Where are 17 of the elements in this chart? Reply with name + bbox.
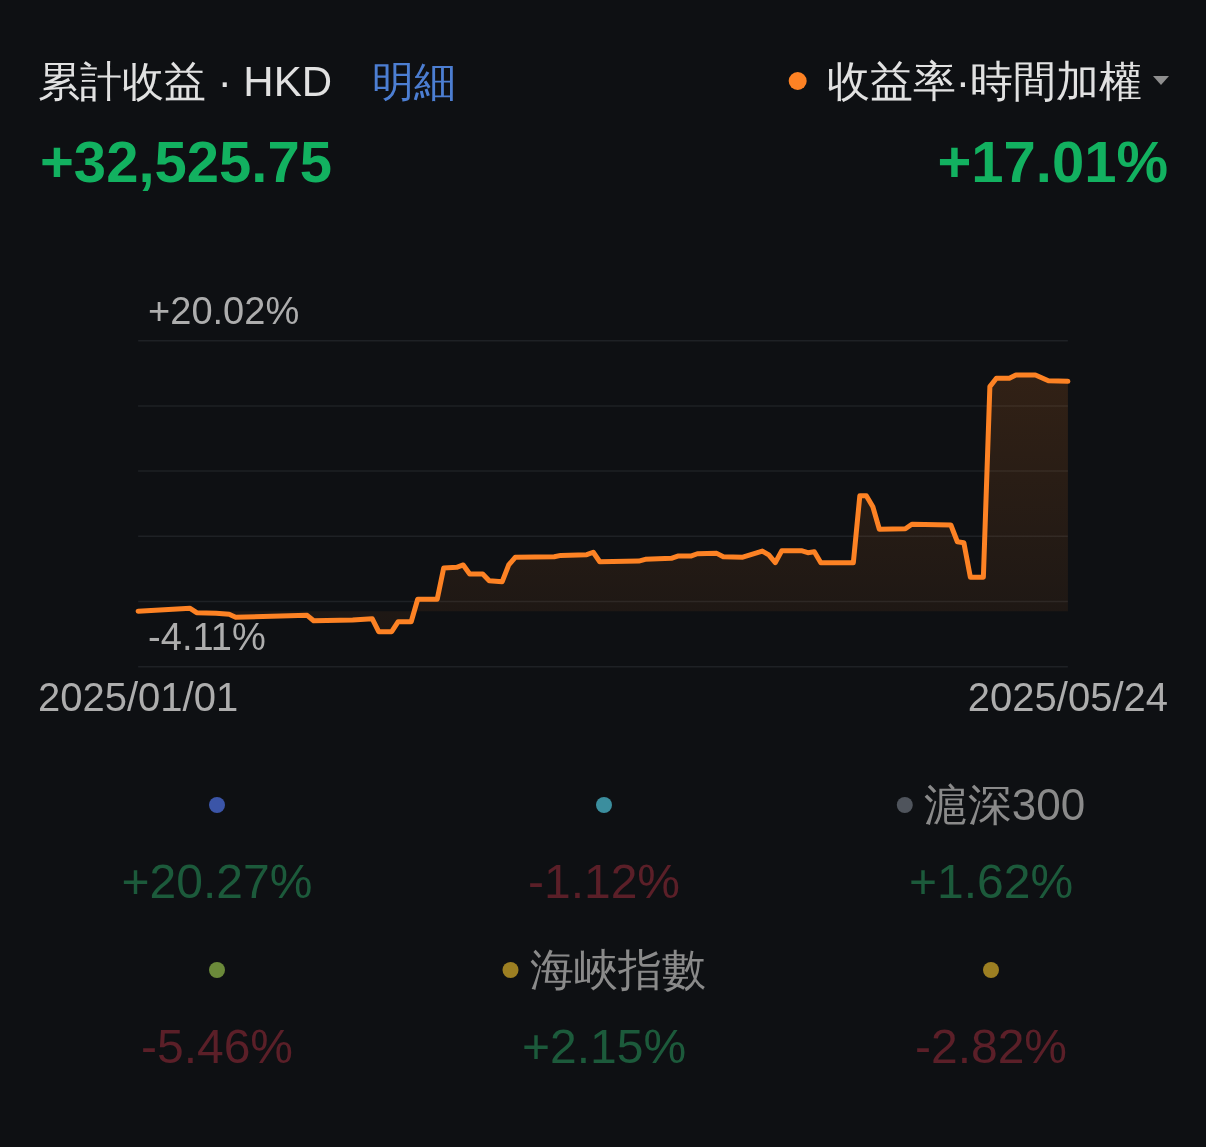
text: +32,525.75 (40, 129, 332, 194)
y-tick-label: +20.02% (148, 289, 300, 332)
x-tick-label: 2025/01/01 (38, 675, 239, 719)
data-label: -2.82% (914, 1020, 1068, 1073)
data-label: +20.27% (121, 855, 313, 908)
data-label: -5.46% (140, 1020, 294, 1073)
category-label: 滬深300 (923, 780, 1086, 829)
category-label: 海峽指數 (529, 945, 706, 994)
data-label: -1.12% (527, 855, 681, 908)
data-label: +1.62% (908, 855, 1074, 908)
chart-title: 累計收益 · HKD (38, 58, 332, 105)
text: +17.01% (937, 129, 1168, 194)
data-label: +2.15% (521, 1020, 687, 1073)
y-tick-label: -4.11% (148, 615, 266, 658)
text: 明細 (372, 58, 456, 105)
legend-label: 收益率·時間加權 (826, 57, 1142, 105)
x-tick-label: 2025/05/24 (967, 675, 1168, 719)
